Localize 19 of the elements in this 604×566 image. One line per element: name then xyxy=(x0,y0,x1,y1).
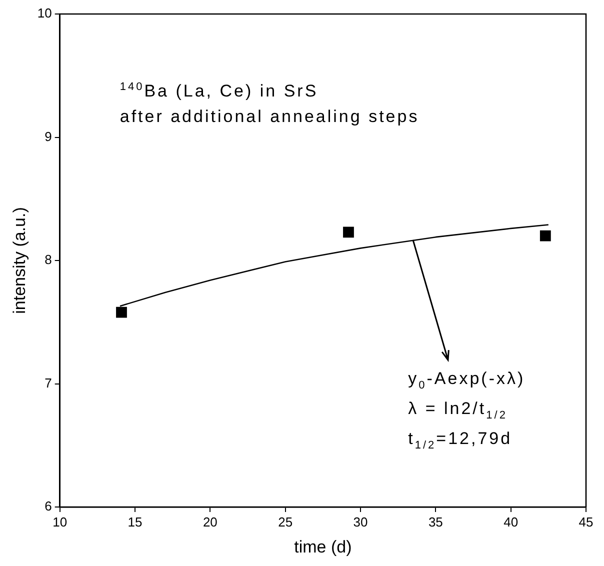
y-axis-title: intensity (a.u.) xyxy=(10,207,29,314)
x-tick-label: 45 xyxy=(578,514,594,530)
y-tick-label: 10 xyxy=(37,6,52,21)
annotation: λ = ln2/t$_{1/2}$ xyxy=(408,398,508,423)
x-axis-title: time (d) xyxy=(294,537,352,556)
x-tick-label: 15 xyxy=(128,514,142,530)
x-tick-label: 30 xyxy=(353,514,368,530)
x-tick-label: 35 xyxy=(428,514,443,530)
x-tick-label: 25 xyxy=(278,514,293,530)
x-tick-label: 40 xyxy=(504,514,518,530)
y-tick-label: 8 xyxy=(44,252,52,268)
y-tick-label: 9 xyxy=(44,128,52,144)
annotation: t$_{1/2}$=12,79d xyxy=(408,428,512,453)
x-tick-label: 20 xyxy=(202,514,218,530)
y-tick-label: 7 xyxy=(44,375,52,390)
annotation: $^{140}$Ba (La, Ce) in SrS xyxy=(120,80,318,103)
annotation: after additional annealing steps xyxy=(120,106,420,128)
annotation: y$_{0}$-Aexp(-xλ) xyxy=(408,368,526,393)
y-tick-label: 6 xyxy=(44,498,52,514)
